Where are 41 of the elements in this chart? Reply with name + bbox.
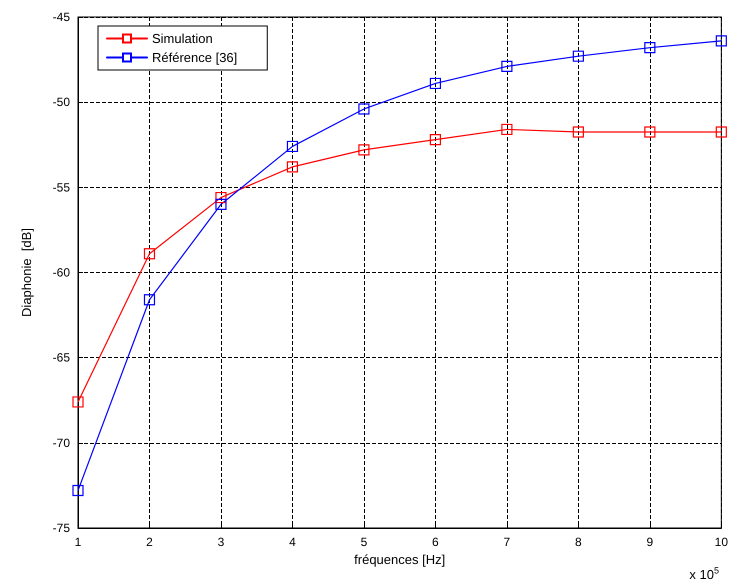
point: [716, 35, 727, 46]
x-tick-label: 4: [289, 535, 296, 549]
point: [644, 42, 656, 54]
y-tick-label: -45: [52, 10, 70, 24]
y-tick-label: -75: [52, 521, 70, 535]
point: [430, 134, 442, 146]
y-tick-label: -50: [52, 95, 70, 110]
point: [644, 126, 656, 138]
y-tick-label: -55: [52, 180, 70, 194]
legend-label: Référence [36]: [152, 50, 238, 65]
y-tick-label: -70: [52, 436, 70, 450]
x-tick-label: 8: [575, 535, 582, 549]
x-tick-label: 7: [504, 535, 511, 549]
point: [430, 78, 442, 90]
point: [72, 396, 84, 408]
point: [286, 140, 298, 152]
point: [215, 198, 227, 210]
point: [72, 484, 84, 496]
point: [501, 124, 512, 136]
point: [501, 60, 512, 72]
x-tick-label: 3: [218, 535, 225, 549]
y-tick-label: -65: [52, 350, 70, 365]
x-tick-label: 2: [146, 535, 154, 549]
y-tick-label: -60: [52, 266, 70, 280]
point: [572, 126, 584, 138]
point: [572, 50, 584, 62]
x-tick-label: 10: [714, 535, 728, 549]
point: [144, 248, 156, 260]
x-tick-label: 9: [646, 535, 654, 549]
x-tick-label: 5: [360, 535, 368, 549]
point: [286, 161, 298, 172]
x-tick-label: 6: [432, 535, 440, 549]
point: [144, 294, 156, 306]
x-axis-title: fréquences [Hz]: [354, 552, 446, 567]
point: [358, 103, 370, 115]
point: [716, 126, 727, 138]
x-tick-label: 1: [74, 535, 82, 549]
point: [358, 144, 370, 156]
point: [215, 192, 227, 204]
legend-label: Simulation: [152, 31, 213, 46]
y-axis-title: Diaphonie [dB]: [19, 228, 34, 317]
